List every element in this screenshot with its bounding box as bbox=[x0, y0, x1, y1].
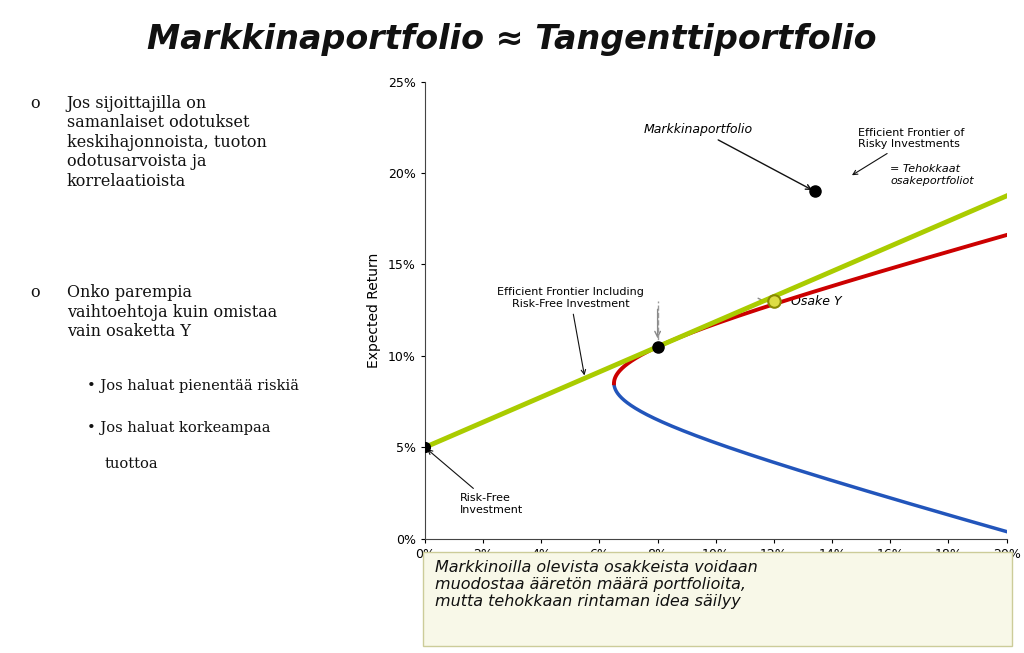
Y-axis label: Expected Return: Expected Return bbox=[368, 253, 381, 368]
Text: Jos sijoittajilla on
samanlaiset odotukset
keskihajonnoista, tuoton
odotusarvois: Jos sijoittajilla on samanlaiset odotuks… bbox=[67, 95, 266, 190]
Text: = Tehokkaat
osakeportfoliot: = Tehokkaat osakeportfoliot bbox=[890, 164, 974, 185]
Text: Efficient Frontier Including
Risk-Free Investment: Efficient Frontier Including Risk-Free I… bbox=[497, 287, 644, 374]
Text: • Jos haluat pienentää riskiä: • Jos haluat pienentää riskiä bbox=[87, 379, 299, 392]
Text: Markkinaportfolio: Markkinaportfolio bbox=[644, 123, 811, 189]
Text: tuottoa: tuottoa bbox=[104, 457, 158, 471]
X-axis label: Volatility (standard deviation): Volatility (standard deviation) bbox=[591, 567, 841, 582]
Text: Markkinoilla olevista osakkeista voidaan
muodostaa ääretön määrä portfolioita,
m: Markkinoilla olevista osakkeista voidaan… bbox=[435, 560, 758, 609]
Text: • Jos haluat korkeampaa: • Jos haluat korkeampaa bbox=[87, 421, 270, 435]
Text: Markkinaportfolio ≈ Tangenttiportfolio: Markkinaportfolio ≈ Tangenttiportfolio bbox=[147, 23, 877, 56]
Text: Onko parempia
vaihtoehtoja kuin omistaa
vain osaketta Y: Onko parempia vaihtoehtoja kuin omistaa … bbox=[67, 284, 276, 340]
Text: Risk-Free
Investment: Risk-Free Investment bbox=[428, 450, 523, 515]
Text: Efficient Frontier of
Risky Investments: Efficient Frontier of Risky Investments bbox=[853, 128, 965, 174]
Text: o: o bbox=[31, 284, 40, 301]
Text: Osake Y: Osake Y bbox=[792, 295, 842, 308]
Text: o: o bbox=[31, 95, 40, 112]
